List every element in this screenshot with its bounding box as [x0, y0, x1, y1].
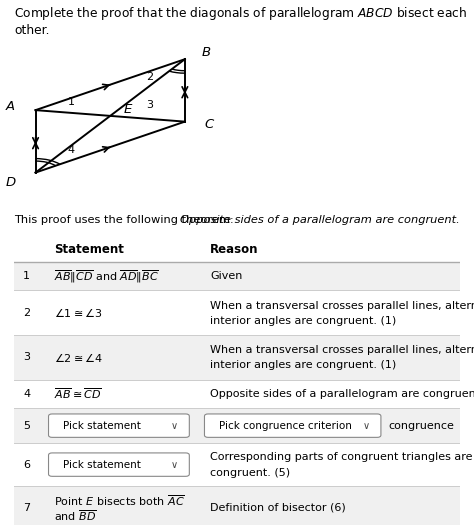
Text: $\angle 1 \cong \angle 3$: $\angle 1 \cong \angle 3$ [55, 306, 103, 319]
Text: Point $E$ bisects both $\overline{AC}$: Point $E$ bisects both $\overline{AC}$ [55, 493, 185, 508]
Text: 7: 7 [23, 502, 30, 513]
Bar [14, 408, 460, 443]
Text: $\overline{AB} \cong \overline{CD}$: $\overline{AB} \cong \overline{CD}$ [55, 386, 102, 401]
Text: 1: 1 [23, 271, 30, 281]
Text: 2: 2 [23, 308, 30, 318]
Text: 4: 4 [67, 145, 75, 155]
Text: ∨: ∨ [171, 421, 178, 431]
FancyBboxPatch shape [48, 453, 189, 476]
Text: Complete the proof that the diagonals of parallelogram $ABCD$ bisect each other.: Complete the proof that the diagonals of… [14, 5, 467, 37]
Text: Reason: Reason [210, 243, 259, 256]
Text: $\overline{AB} \| \overline{CD}$ and $\overline{AD} \| \overline{BC}$: $\overline{AB} \| \overline{CD}$ and $\o… [55, 268, 159, 285]
Text: interior angles are congruent. (1): interior angles are congruent. (1) [210, 316, 397, 326]
Text: $C$: $C$ [204, 118, 215, 131]
Text: congruent. (5): congruent. (5) [210, 467, 291, 478]
Text: 1: 1 [68, 97, 74, 107]
Text: ∨: ∨ [363, 421, 370, 431]
Text: $B$: $B$ [201, 46, 211, 59]
Text: This proof uses the following theorem:: This proof uses the following theorem: [14, 215, 237, 225]
Text: Pick congruence criterion: Pick congruence criterion [219, 421, 352, 431]
Text: Corresponding parts of congruent triangles are: Corresponding parts of congruent triangl… [210, 453, 473, 462]
Text: 2: 2 [146, 72, 153, 82]
Text: When a transversal crosses parallel lines, alternate: When a transversal crosses parallel line… [210, 345, 474, 355]
Text: $\angle 2 \cong \angle 4$: $\angle 2 \cong \angle 4$ [55, 351, 103, 364]
Bar [14, 486, 460, 529]
Text: $D$: $D$ [5, 176, 17, 189]
Bar [14, 262, 460, 290]
FancyBboxPatch shape [204, 414, 381, 437]
Text: interior angles are congruent. (1): interior angles are congruent. (1) [210, 360, 397, 370]
Text: Opposite sides of a parallelogram are congruent. (1): Opposite sides of a parallelogram are co… [210, 389, 474, 399]
Text: ∨: ∨ [171, 460, 178, 470]
Text: Pick statement: Pick statement [63, 421, 141, 431]
Text: $E$: $E$ [123, 103, 133, 116]
Text: 5: 5 [23, 421, 30, 431]
Text: Definition of bisector (6): Definition of bisector (6) [210, 502, 346, 513]
Text: 3: 3 [146, 100, 153, 110]
FancyBboxPatch shape [48, 414, 189, 437]
Text: Statement: Statement [55, 243, 124, 256]
Text: When a transversal crosses parallel lines, alternate: When a transversal crosses parallel line… [210, 301, 474, 311]
Text: and $\overline{BD}$: and $\overline{BD}$ [55, 508, 97, 523]
Text: Pick statement: Pick statement [63, 460, 141, 470]
Text: $A$: $A$ [5, 100, 16, 113]
Bar [14, 335, 460, 379]
Text: Given: Given [210, 271, 243, 281]
Text: congruence: congruence [389, 421, 455, 431]
Text: Opposite sides of a parallelogram are congruent.: Opposite sides of a parallelogram are co… [180, 215, 460, 225]
Text: 6: 6 [23, 460, 30, 470]
Text: 4: 4 [23, 389, 30, 399]
Text: 3: 3 [23, 352, 30, 363]
